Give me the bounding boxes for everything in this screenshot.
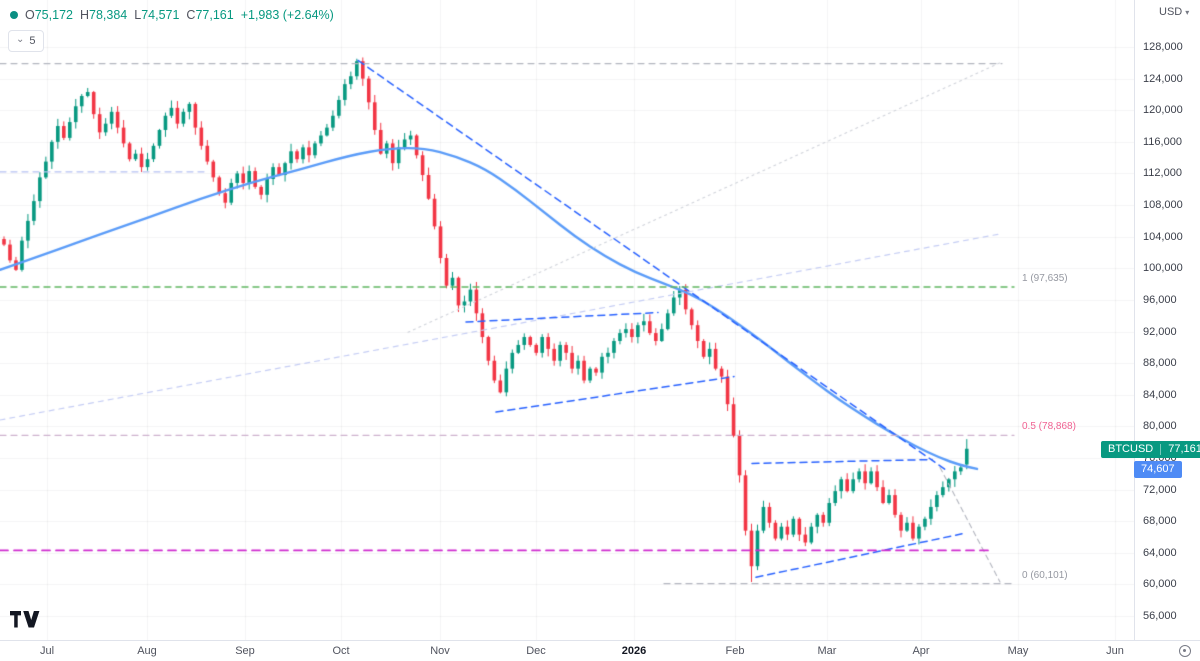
chevron-down-icon: ⌄ bbox=[16, 34, 25, 45]
time-tick: Sep bbox=[235, 645, 255, 657]
chevron-down-icon: ▾ bbox=[1185, 7, 1190, 17]
price-tick: 112,000 bbox=[1143, 167, 1182, 180]
fib-level-label: 1 (97,635) bbox=[1022, 272, 1068, 284]
currency-label: USD bbox=[1159, 6, 1183, 18]
change-value: +1,983 (+2.64%) bbox=[240, 8, 334, 22]
time-axis[interactable]: Jul Aug Sep Oct Nov Dec 2026 Feb Mar Apr May Jun bbox=[0, 640, 1200, 661]
time-tick: Jul bbox=[39, 645, 55, 657]
price-tick: 120,000 bbox=[1143, 104, 1183, 117]
time-tick: Oct bbox=[332, 645, 350, 657]
time-tick: 2026 bbox=[621, 645, 647, 657]
badge-price: 74,607 bbox=[1141, 463, 1175, 476]
price-tick: 64,000 bbox=[1143, 546, 1177, 559]
price-axis[interactable]: USD ▾ 128,000 124,000 120,000 116,000 112,00… bbox=[1134, 0, 1200, 640]
fib-level-label: 0.5 (78,868) bbox=[1022, 421, 1076, 433]
price-chart-plot[interactable] bbox=[0, 0, 1134, 640]
symbol-legend: O75,172 H78,384 L74,571 C77,161 +1,983 (… bbox=[10, 8, 334, 22]
badge-divider bbox=[1160, 443, 1162, 455]
time-tick: Apr bbox=[912, 645, 930, 657]
price-tick: 72,000 bbox=[1143, 483, 1177, 496]
tradingview-logo[interactable] bbox=[10, 611, 40, 628]
price-tick: 88,000 bbox=[1143, 357, 1177, 370]
badge-symbol: BTCUSD bbox=[1108, 443, 1154, 456]
price-tick: 124,000 bbox=[1143, 72, 1183, 85]
time-tick: Jun bbox=[1106, 645, 1124, 657]
price-tick: 92,000 bbox=[1143, 325, 1177, 338]
ohlc-low: L74,571 bbox=[134, 8, 180, 22]
badge-price: 77,161 bbox=[1168, 443, 1200, 456]
indicator-count: 5 bbox=[29, 35, 36, 47]
ma-value-label[interactable]: 74,607 bbox=[1134, 460, 1182, 478]
symbol-marker-icon bbox=[10, 11, 18, 19]
price-tick: 100,000 bbox=[1143, 262, 1183, 275]
symbol-price-label[interactable]: BTCUSD 77,161 bbox=[1101, 440, 1200, 458]
price-tick: 96,000 bbox=[1143, 293, 1177, 306]
price-tick: 84,000 bbox=[1143, 388, 1177, 401]
price-tick: 60,000 bbox=[1143, 578, 1177, 591]
ohlc-close: C77,161 bbox=[186, 8, 234, 22]
currency-selector[interactable]: USD ▾ bbox=[1159, 6, 1189, 18]
price-tick: 68,000 bbox=[1143, 515, 1177, 528]
timezone-clock-icon[interactable] bbox=[1179, 645, 1191, 657]
price-tick: 128,000 bbox=[1143, 41, 1183, 53]
ohlc-open: O75,172 bbox=[25, 8, 73, 22]
price-tick: 108,000 bbox=[1143, 199, 1183, 212]
time-tick: Dec bbox=[526, 645, 546, 657]
price-tick: 80,000 bbox=[1143, 420, 1177, 433]
fib-level-label: 0 (60,101) bbox=[1022, 569, 1068, 581]
price-tick: 56,000 bbox=[1143, 610, 1177, 622]
price-tick: 116,000 bbox=[1143, 135, 1182, 148]
time-tick: Aug bbox=[137, 645, 157, 657]
time-tick: Nov bbox=[430, 645, 450, 657]
time-tick: May bbox=[1007, 645, 1029, 657]
indicators-collapse-button[interactable]: ⌄ 5 bbox=[8, 30, 44, 52]
ohlc-high: H78,384 bbox=[79, 8, 128, 22]
time-tick: Feb bbox=[725, 645, 745, 657]
time-tick: Mar bbox=[817, 645, 837, 657]
price-tick: 104,000 bbox=[1143, 230, 1183, 243]
